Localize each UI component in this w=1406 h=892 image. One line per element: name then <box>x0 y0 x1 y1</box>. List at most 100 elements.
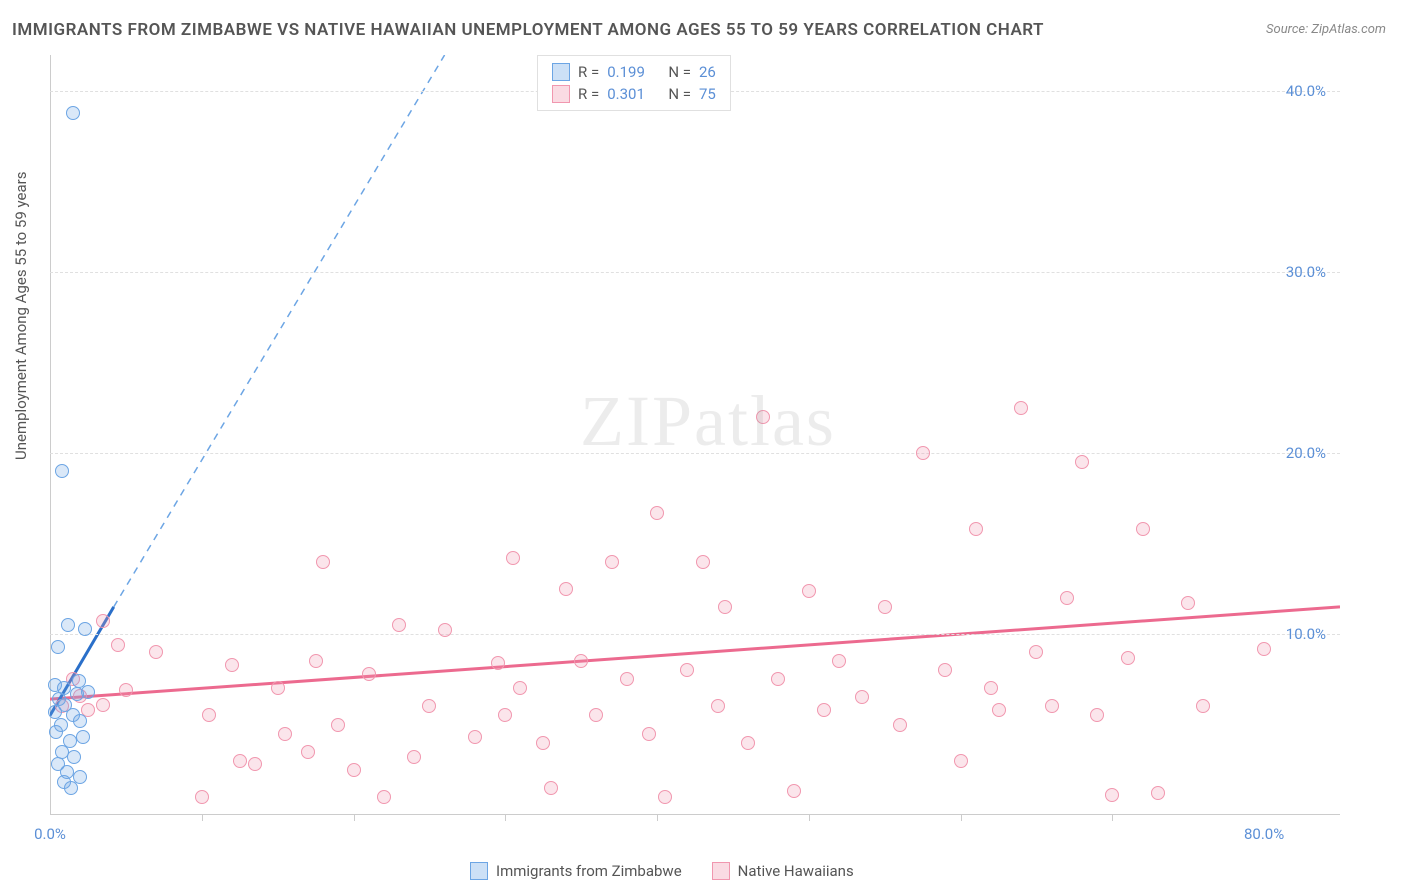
legend-item-2: Native Hawaiians <box>712 862 854 880</box>
data-point <box>938 663 952 677</box>
data-point <box>1045 699 1059 713</box>
data-point <box>605 555 619 569</box>
data-point <box>544 781 558 795</box>
data-point <box>832 654 846 668</box>
data-point <box>1014 401 1028 415</box>
data-point <box>271 681 285 695</box>
legend-label-2: Native Hawaiians <box>738 862 854 880</box>
gridline <box>50 272 1340 273</box>
data-point <box>893 718 907 732</box>
data-point <box>316 555 330 569</box>
data-point <box>278 727 292 741</box>
data-point <box>1090 708 1104 722</box>
x-tick-label: 80.0% <box>1244 825 1284 843</box>
y-axis-line <box>50 55 51 815</box>
legend-r-value-2: 0.301 <box>607 83 645 105</box>
y-tick-label: 30.0% <box>1286 263 1326 281</box>
legend-row-1: R = 0.199 N = 26 <box>552 61 716 83</box>
data-point <box>1136 522 1150 536</box>
legend-r-label: R = <box>578 61 599 83</box>
trend-line <box>114 55 445 607</box>
series-legend: Immigrants from Zimbabwe Native Hawaiian… <box>470 862 854 880</box>
legend-n-label: N = <box>668 61 691 83</box>
x-tick-mark <box>809 815 810 821</box>
correlation-legend: R = 0.199 N = 26 R = 0.301 N = 75 <box>537 55 731 111</box>
data-point <box>1196 699 1210 713</box>
data-point <box>66 106 80 120</box>
trend-line <box>50 607 1340 699</box>
data-point <box>992 703 1006 717</box>
data-point <box>407 750 421 764</box>
data-point <box>771 672 785 686</box>
data-point <box>347 763 361 777</box>
data-point <box>64 781 78 795</box>
data-point <box>49 725 63 739</box>
data-point <box>498 708 512 722</box>
data-point <box>718 600 732 614</box>
data-point <box>1151 786 1165 800</box>
x-tick-mark <box>202 815 203 821</box>
data-point <box>984 681 998 695</box>
data-point <box>658 790 672 804</box>
data-point <box>301 745 315 759</box>
data-point <box>119 683 133 697</box>
legend-item-1: Immigrants from Zimbabwe <box>470 862 682 880</box>
data-point <box>225 658 239 672</box>
legend-swatch-pink <box>552 85 570 103</box>
data-point <box>711 699 725 713</box>
data-point <box>468 730 482 744</box>
data-point <box>696 555 710 569</box>
data-point <box>513 681 527 695</box>
data-point <box>559 582 573 596</box>
gridline <box>50 453 1340 454</box>
legend-n-label: N = <box>668 83 691 105</box>
legend-n-value-1: 26 <box>699 61 716 83</box>
y-tick-label: 40.0% <box>1286 82 1326 100</box>
legend-r-label: R = <box>578 83 599 105</box>
source-label: Source: ZipAtlas.com <box>1266 22 1386 37</box>
data-point <box>67 750 81 764</box>
x-tick-mark <box>961 815 962 821</box>
data-point <box>96 698 110 712</box>
plot-area: 10.0%20.0%30.0%40.0%0.0%80.0% <box>50 55 1340 815</box>
data-point <box>78 622 92 636</box>
y-tick-label: 10.0% <box>1286 625 1326 643</box>
data-point <box>817 703 831 717</box>
chart-container: IMMIGRANTS FROM ZIMBABWE VS NATIVE HAWAI… <box>0 0 1406 892</box>
data-point <box>331 718 345 732</box>
data-point <box>642 727 656 741</box>
data-point <box>392 618 406 632</box>
y-axis-label: Unemployment Among Ages 55 to 59 years <box>12 172 30 460</box>
data-point <box>574 654 588 668</box>
data-point <box>620 672 634 686</box>
trend-lines-layer <box>50 55 1340 815</box>
data-point <box>1029 645 1043 659</box>
data-point <box>878 600 892 614</box>
legend-swatch-blue <box>552 63 570 81</box>
data-point <box>111 638 125 652</box>
legend-swatch-pink <box>712 862 730 880</box>
x-tick-mark <box>354 815 355 821</box>
data-point <box>1060 591 1074 605</box>
data-point <box>954 754 968 768</box>
gridline <box>50 634 1340 635</box>
data-point <box>422 699 436 713</box>
data-point <box>96 614 110 628</box>
data-point <box>81 685 95 699</box>
data-point <box>76 730 90 744</box>
data-point <box>1121 651 1135 665</box>
x-tick-mark <box>505 815 506 821</box>
legend-label-1: Immigrants from Zimbabwe <box>496 862 682 880</box>
data-point <box>855 690 869 704</box>
data-point <box>916 446 930 460</box>
data-point <box>55 464 69 478</box>
data-point <box>680 663 694 677</box>
data-point <box>377 790 391 804</box>
data-point <box>248 757 262 771</box>
data-point <box>362 667 376 681</box>
x-tick-mark <box>657 815 658 821</box>
data-point <box>61 618 75 632</box>
data-point <box>1181 596 1195 610</box>
data-point <box>536 736 550 750</box>
chart-title: IMMIGRANTS FROM ZIMBABWE VS NATIVE HAWAI… <box>12 20 1044 40</box>
